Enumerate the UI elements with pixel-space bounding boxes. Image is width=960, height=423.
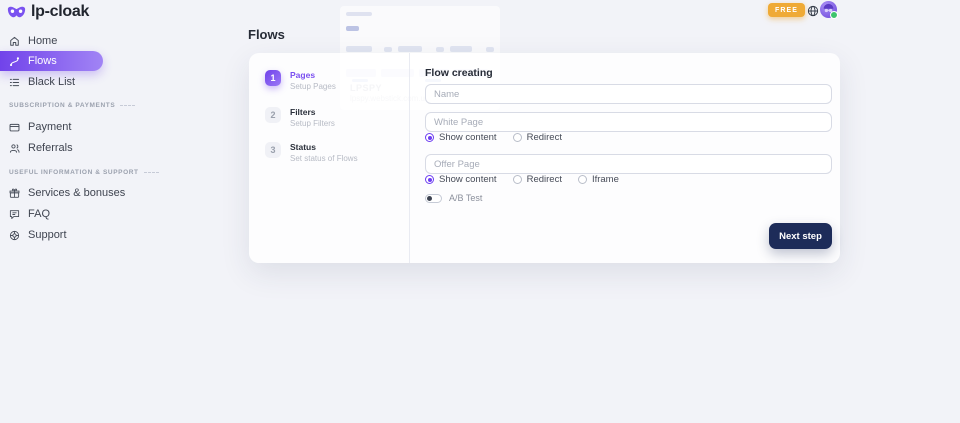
modal-divider: [409, 53, 410, 263]
language-globe-button[interactable]: [807, 4, 819, 17]
home-icon: [10, 36, 19, 46]
sidebar-item-label: Support: [28, 229, 67, 241]
radio-label: Redirect: [526, 132, 562, 143]
step-subtitle: Set status of Flows: [290, 154, 358, 163]
ghost-skeleton: [398, 46, 422, 52]
ab-test-toggle[interactable]: [425, 193, 442, 203]
gift-icon: [9, 188, 20, 198]
sidebar-item-label: Payment: [28, 121, 72, 133]
sidebar-section-useful-info: USEFUL INFORMATION & SUPPORT: [9, 168, 159, 176]
faq-icon: [9, 209, 20, 219]
sidebar-item-support[interactable]: Support: [0, 225, 67, 245]
ab-test-row: A/B Test: [425, 193, 482, 203]
user-avatar[interactable]: [820, 1, 838, 19]
sidebar-item-faq[interactable]: FAQ: [0, 204, 50, 224]
radio-icon: [512, 133, 522, 142]
step-number: 3: [265, 142, 281, 158]
sidebar-section-subscription: SUBSCRIPTION & PAYMENTS: [9, 101, 135, 109]
modal-title: Flow creating: [425, 67, 493, 79]
ghost-skeleton: [436, 47, 444, 52]
ab-test-label: A/B Test: [449, 193, 483, 203]
plan-badge-button[interactable]: FREE: [768, 3, 805, 17]
sidebar-item-label: Referrals: [28, 142, 73, 154]
white-page-input[interactable]: [425, 112, 832, 132]
radio-show-content[interactable]: Show content: [425, 132, 497, 143]
ghost-skeleton: [346, 46, 372, 52]
sidebar-item-label: Services & bonuses: [28, 187, 126, 199]
mask-icon: [7, 6, 26, 18]
radio-redirect[interactable]: Redirect: [512, 174, 562, 185]
wizard-step-pages[interactable]: 1 Pages Setup Pages: [265, 70, 336, 91]
support-icon: [9, 230, 20, 240]
referrals-icon: [9, 143, 20, 153]
wizard-step-filters[interactable]: 2 Filters Setup Filters: [265, 107, 335, 128]
offer-page-mode-radios: Show content Redirect Iframe: [425, 174, 619, 185]
radio-label: Show content: [439, 132, 497, 143]
step-number: 1: [265, 70, 281, 86]
next-step-button[interactable]: Next step: [769, 223, 832, 249]
sidebar-item-label: FAQ: [28, 208, 51, 220]
offer-page-input[interactable]: [425, 154, 832, 174]
sidebar-item-payment[interactable]: Payment: [0, 117, 71, 137]
globe-icon: [807, 5, 819, 17]
sidebar-item-label: Black List: [28, 76, 76, 88]
radio-icon: [512, 175, 522, 184]
brand-name: lp-cloak: [31, 3, 90, 20]
radio-show-content[interactable]: Show content: [425, 174, 497, 185]
page-title: Flows: [248, 27, 285, 42]
online-status-dot: [830, 11, 838, 19]
ghost-skeleton: [450, 46, 472, 52]
flows-icon: [9, 56, 20, 66]
credit-card-icon: [9, 123, 20, 131]
sidebar-item-referrals[interactable]: Referrals: [0, 138, 73, 158]
radio-label: Redirect: [526, 174, 562, 185]
white-page-mode-radios: Show content Redirect: [425, 132, 562, 143]
radio-redirect[interactable]: Redirect: [512, 132, 562, 143]
brand-logo: lp-cloak: [7, 3, 89, 21]
radio-label: Show content: [439, 174, 497, 185]
step-title: Status: [290, 142, 316, 152]
step-number: 2: [265, 107, 281, 123]
sidebar-item-label: Flows: [28, 55, 57, 67]
sidebar-item-services-bonuses[interactable]: Services & bonuses: [0, 183, 125, 203]
ghost-skeleton: [346, 12, 372, 16]
radio-selected-icon: [425, 133, 434, 142]
radio-selected-icon: [425, 175, 434, 184]
section-label: USEFUL INFORMATION & SUPPORT: [9, 168, 139, 176]
sidebar-item-label: Home: [28, 35, 58, 47]
ghost-skeleton: [384, 47, 392, 52]
radio-icon: [577, 175, 587, 184]
flow-creating-modal: 1 Pages Setup Pages 2 Filters Setup Filt…: [249, 53, 840, 263]
wizard-step-status[interactable]: 3 Status Set status of Flows: [265, 142, 358, 163]
step-subtitle: Setup Pages: [290, 82, 336, 91]
ghost-skeleton: [486, 47, 494, 52]
step-title: Filters: [290, 107, 316, 117]
radio-label: Iframe: [591, 174, 619, 185]
step-subtitle: Setup Filters: [290, 119, 335, 128]
section-label: SUBSCRIPTION & PAYMENTS: [9, 101, 116, 109]
radio-iframe[interactable]: Iframe: [577, 174, 619, 185]
ghost-skeleton: [346, 26, 359, 31]
sidebar-item-black-list[interactable]: Black List: [0, 72, 75, 92]
list-icon: [9, 78, 20, 86]
sidebar-item-flows[interactable]: Flows: [0, 51, 103, 71]
sidebar-item-home[interactable]: Home: [0, 31, 57, 51]
name-input[interactable]: [425, 84, 832, 104]
step-title: Pages: [290, 70, 316, 80]
